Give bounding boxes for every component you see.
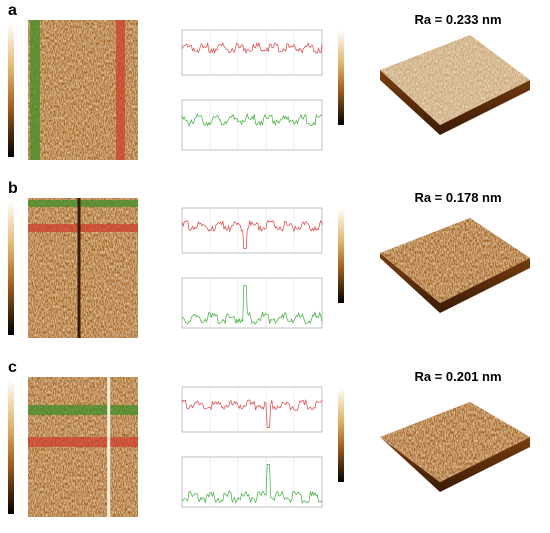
colorbar [338,208,344,303]
profile-line [181,219,323,249]
afm-image [28,198,138,338]
surface-side [380,70,530,135]
profile-line [181,285,323,325]
red-line [28,437,138,447]
profile-frame [181,29,323,76]
roughness-label: Ra = 0.201 nm [414,369,501,384]
profile-frame [181,386,323,433]
roughness-label: Ra = 0.178 nm [414,190,501,205]
colorbar [8,200,14,335]
colorbar [338,30,344,125]
green-line [28,200,138,207]
roughness-label: Ra = 0.233 nm [414,12,501,27]
profile-line [181,41,323,55]
crack [77,198,81,338]
surface-side [380,437,530,492]
green-line [28,405,138,415]
red-line [116,20,125,160]
profile-line [181,112,323,127]
colorbar [338,387,344,482]
profile-frame [181,456,323,508]
surface-3d [380,35,530,125]
profile-frame [181,99,323,151]
panel-label: b [8,180,18,197]
profile-line [181,399,323,428]
colorbar [8,379,14,514]
colorbar [8,22,14,157]
profile-frame [181,277,323,329]
panel-label: c [8,359,17,376]
panel-label: a [8,2,17,19]
profile-line [181,464,323,504]
surface-side [380,253,530,313]
surface-3d [380,218,530,303]
surface-3d [380,402,530,482]
green-line [30,20,40,160]
red-line [28,224,138,232]
profile-frame [181,207,323,254]
crack [107,377,111,517]
